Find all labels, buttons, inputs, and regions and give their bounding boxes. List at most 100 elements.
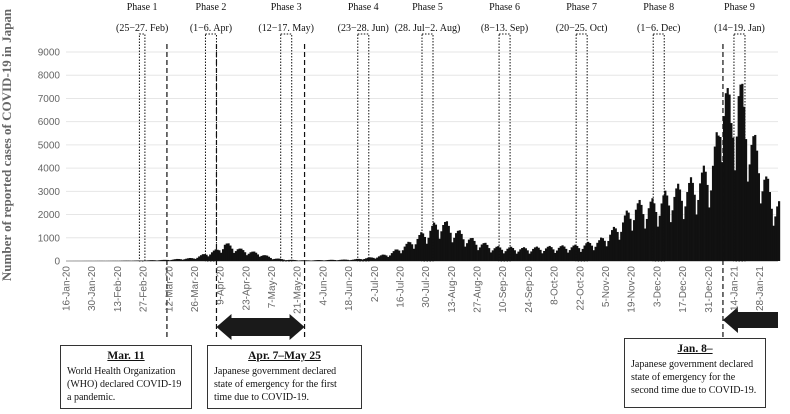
daily-bar xyxy=(605,246,608,261)
daily-bar xyxy=(633,220,636,261)
daily-bar xyxy=(352,259,355,261)
daily-bar xyxy=(216,249,219,261)
daily-bar xyxy=(748,164,751,261)
daily-bar xyxy=(634,209,638,261)
daily-bar xyxy=(719,136,722,261)
daily-bar xyxy=(488,248,491,261)
daily-bar xyxy=(407,241,410,261)
daily-bar xyxy=(475,244,478,261)
daily-bar xyxy=(598,240,601,261)
daily-bar xyxy=(592,250,595,261)
daily-bar xyxy=(471,237,474,261)
daily-bar xyxy=(710,190,713,261)
daily-bar xyxy=(478,247,482,261)
daily-bar xyxy=(511,248,515,261)
daily-bar xyxy=(726,88,729,261)
phase-label: Phase 5 xyxy=(412,2,443,13)
daily-bar xyxy=(376,257,379,261)
daily-bar xyxy=(299,260,302,261)
daily-bar xyxy=(467,239,471,261)
x-tick-label: 21-May-20 xyxy=(293,266,304,314)
daily-bar xyxy=(218,250,221,261)
daily-bar xyxy=(449,232,452,261)
daily-bar xyxy=(315,260,318,261)
daily-bar xyxy=(242,250,245,261)
daily-bar xyxy=(759,203,762,261)
daily-bar xyxy=(293,259,296,261)
daily-bar xyxy=(322,260,326,261)
daily-bar xyxy=(561,245,564,261)
phase-box xyxy=(498,33,511,262)
daily-bar xyxy=(491,250,494,261)
x-tick-label: 13-Feb-20 xyxy=(113,266,124,313)
daily-bar xyxy=(480,244,483,261)
daily-bar xyxy=(238,248,241,261)
daily-bar xyxy=(706,184,709,261)
daily-bar xyxy=(568,250,571,261)
left-arrow xyxy=(722,307,778,333)
daily-bar xyxy=(152,260,155,261)
daily-bar xyxy=(743,106,746,262)
daily-bar xyxy=(220,252,223,261)
daily-bar xyxy=(680,200,683,261)
daily-bar xyxy=(260,255,263,261)
daily-bar xyxy=(508,247,511,261)
daily-bar xyxy=(438,238,441,261)
annotation-heading: Mar. 11 xyxy=(107,350,145,362)
daily-bar xyxy=(660,203,663,261)
phase-dates: (14−19. Jan) xyxy=(714,23,765,34)
daily-bar xyxy=(405,243,408,261)
daily-bar xyxy=(198,256,201,261)
daily-bar xyxy=(333,260,337,261)
daily-bar xyxy=(168,260,171,261)
daily-bar xyxy=(183,259,186,261)
daily-bar xyxy=(563,246,566,261)
daily-bar xyxy=(271,259,274,261)
x-tick-labels: 16-Jan-20 30-Jan-20 13-Feb-20 27-Feb-20 12-M… xyxy=(62,266,767,314)
daily-bar xyxy=(543,250,546,261)
daily-bar xyxy=(649,201,652,261)
daily-bar xyxy=(555,250,559,261)
daily-bar xyxy=(513,250,516,261)
daily-bar xyxy=(565,248,568,261)
x-tick-label: 3-Dec-20 xyxy=(652,266,663,308)
daily-bar xyxy=(399,253,403,261)
daily-bar xyxy=(392,251,395,261)
daily-bar xyxy=(390,253,393,261)
daily-bar xyxy=(154,260,157,261)
daily-bar xyxy=(495,246,498,261)
phase-label: Phase 8 xyxy=(643,2,674,13)
daily-bar xyxy=(447,225,450,261)
daily-bar xyxy=(311,260,315,261)
daily-bar xyxy=(651,198,654,261)
daily-bar xyxy=(256,254,260,261)
daily-bar xyxy=(533,247,537,261)
daily-bar xyxy=(776,206,779,261)
daily-bar xyxy=(209,254,212,261)
daily-bar xyxy=(500,249,504,261)
daily-bar xyxy=(181,259,184,261)
daily-bar xyxy=(255,252,258,261)
daily-bar xyxy=(616,231,619,261)
daily-bar xyxy=(493,248,496,261)
phase-box xyxy=(733,33,746,262)
daily-bar xyxy=(750,144,753,261)
daily-bar xyxy=(267,256,271,261)
daily-bar xyxy=(365,258,368,261)
daily-bar xyxy=(236,249,239,261)
daily-bar xyxy=(372,257,375,261)
daily-bar xyxy=(625,210,628,261)
daily-bar xyxy=(427,237,430,261)
daily-bar xyxy=(137,260,140,261)
daily-bar xyxy=(579,251,582,261)
daily-bar xyxy=(355,258,359,261)
daily-bar xyxy=(433,222,436,261)
daily-bar xyxy=(638,199,641,261)
daily-bar xyxy=(264,255,267,261)
daily-bar xyxy=(295,260,298,261)
daily-bar xyxy=(594,246,597,261)
daily-bar xyxy=(484,242,487,261)
daily-bar xyxy=(436,229,439,261)
daily-bar xyxy=(677,183,680,261)
